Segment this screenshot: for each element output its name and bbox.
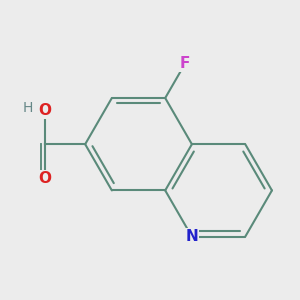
Text: N: N: [185, 229, 198, 244]
Text: H: H: [23, 100, 33, 115]
Text: F: F: [180, 56, 190, 71]
Text: O: O: [39, 171, 52, 186]
Text: O: O: [39, 103, 52, 118]
